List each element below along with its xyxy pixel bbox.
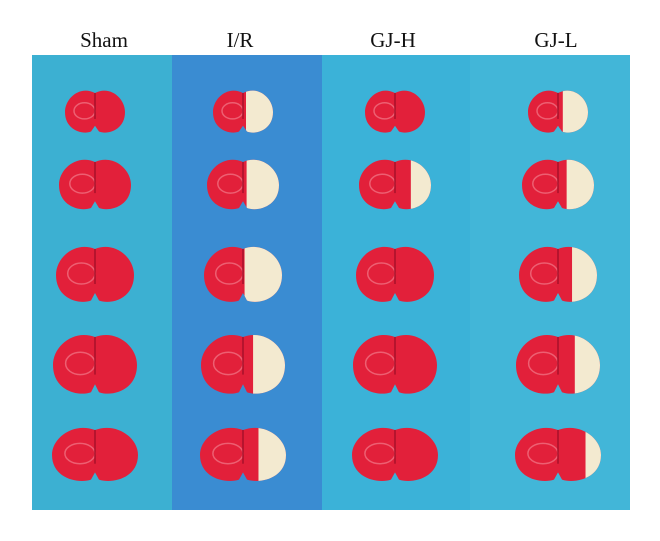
brain-slice (65, 90, 125, 133)
column-label: GJ-H (370, 28, 416, 52)
infarct-area (410, 159, 431, 210)
brain-slice (356, 246, 434, 302)
brain-slice (352, 427, 438, 481)
brain-slice (353, 334, 437, 394)
column-label: GJ-L (534, 28, 577, 52)
brain-slice (204, 246, 282, 302)
brain-slice (52, 427, 138, 481)
brain-slice (359, 159, 431, 210)
brain-slice (365, 90, 425, 133)
brain-slice (56, 246, 134, 302)
brain-slice (207, 159, 279, 210)
brain-slice (53, 334, 137, 394)
brain-slice (59, 159, 131, 210)
brain-slice (528, 90, 588, 133)
column-label: I/R (227, 28, 254, 52)
column-label: Sham (80, 28, 128, 52)
